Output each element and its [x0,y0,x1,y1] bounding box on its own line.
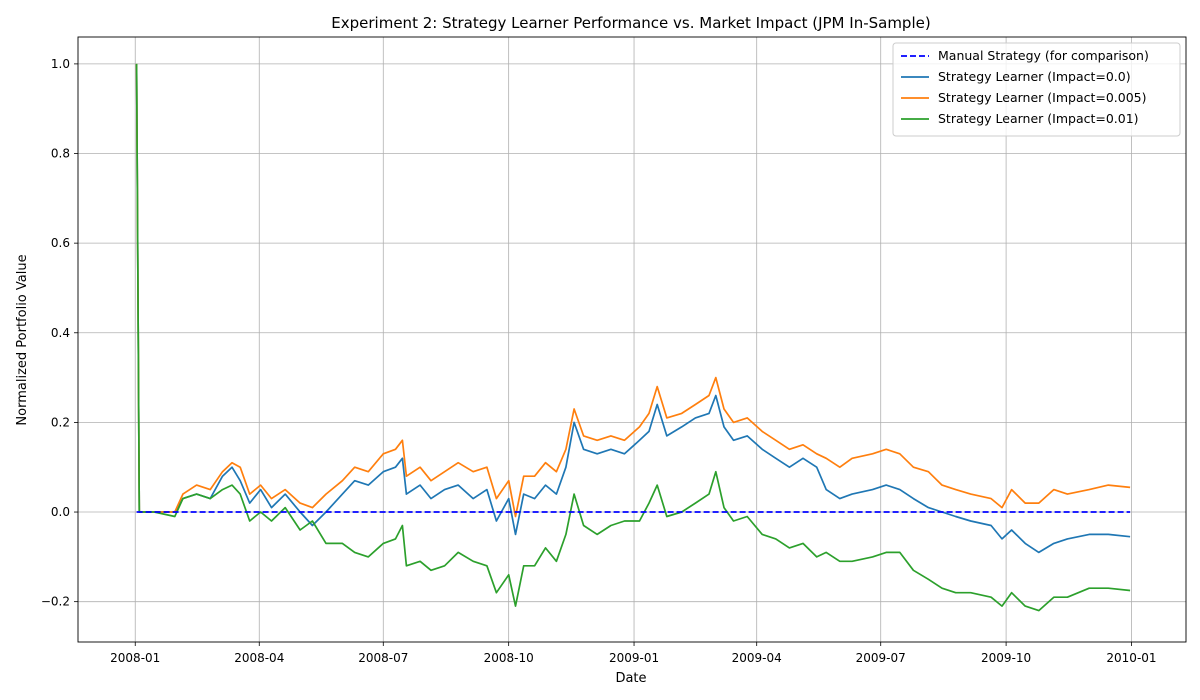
series-line-2 [135,63,1131,518]
legend-label: Manual Strategy (for comparison) [938,48,1149,63]
legend-label: Strategy Learner (Impact=0.01) [938,111,1139,126]
y-axis-label: Normalized Portfolio Value [15,254,30,425]
x-tick-label: 2009-07 [856,651,906,665]
plot-series [135,63,1131,612]
x-axis-label: Date [615,671,646,686]
y-tick-label: 0.8 [51,147,70,161]
x-tick-label: 2008-01 [110,651,160,665]
series-line-1 [135,63,1131,554]
x-tick-label: 2009-01 [609,651,659,665]
x-tick-label: 2008-07 [358,651,408,665]
x-tick-label: 2008-04 [234,651,284,665]
x-tick-label: 2008-10 [484,651,534,665]
plot-frame [77,36,1187,643]
legend-label: Strategy Learner (Impact=0.0) [938,69,1131,84]
y-tick-label: 0.2 [51,415,70,429]
y-tick-label: 0.0 [51,505,70,519]
legend-label: Strategy Learner (Impact=0.005) [938,90,1147,105]
legend: Manual Strategy (for comparison) Strategy… [892,42,1181,137]
y-tick-label: 1.0 [51,57,70,71]
x-tick-label: 2010-01 [1106,651,1156,665]
y-tick-label: −0.2 [41,595,70,609]
legend-box [892,42,1181,137]
x-tick-label: 2009-10 [981,651,1031,665]
y-tick-label: 0.4 [51,326,70,340]
series-line-3 [135,63,1131,612]
x-tick-label: 2009-04 [732,651,782,665]
axis-ticks: 2008-01 2008-04 2008-07 2008-10 2009-01 2009-… [41,57,1157,665]
chart-title: Experiment 2: Strategy Learner Performan… [331,14,930,32]
y-tick-label: 0.6 [51,236,70,250]
